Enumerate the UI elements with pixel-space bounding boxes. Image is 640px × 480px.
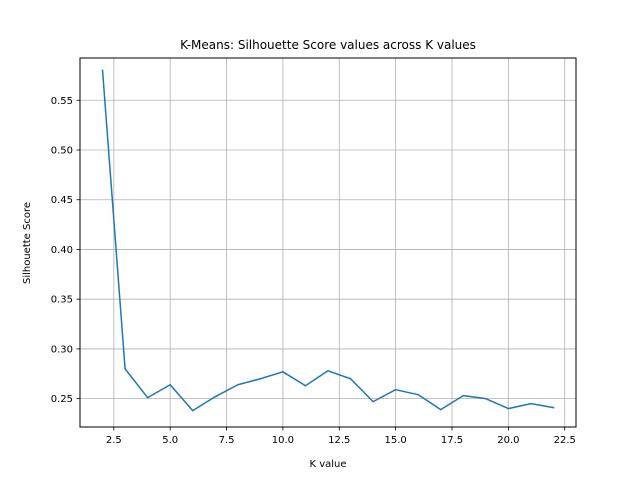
x-tick-label: 15.0 [385,435,407,446]
data-point [124,368,126,370]
y-tick-label: 0.45 [51,195,73,206]
x-tick-label: 7.5 [219,435,235,446]
data-point [462,394,465,397]
y-axis-ticks: 0.25 0.30 0.35 0.40 0.45 0.50 0.55 [51,96,80,405]
data-point [327,370,329,372]
data-point [552,406,555,409]
y-tick-label: 0.40 [51,245,73,256]
data-point [417,393,419,396]
data-point [259,378,262,380]
data-point [282,371,284,373]
x-tick-label: 12.5 [328,435,350,446]
grid-lines [80,58,576,427]
x-tick-label: 10.0 [272,435,294,446]
y-tick-label: 0.35 [51,295,73,306]
series-layer [101,69,555,412]
data-point [304,384,307,387]
y-tick-label: 0.55 [51,96,73,107]
data-point [237,383,239,386]
x-tick-label: 5.0 [162,435,178,446]
plot-frame [79,57,577,428]
y-tick-label: 0.30 [51,344,73,355]
y-tick-label: 0.25 [51,394,73,405]
data-point [169,383,171,386]
x-tick-label: 2.5 [106,435,122,446]
data-point [394,388,397,391]
data-point [372,400,374,403]
data-point [485,397,487,400]
x-tick-label: 17.5 [441,435,463,446]
y-axis-title: Silhouette Score [22,202,33,284]
data-point [146,396,149,399]
data-point [191,409,194,412]
x-axis-title: K value [309,459,346,470]
chart-title: K-Means: Silhouette Score values across … [180,38,476,52]
x-tick-label: 22.5 [554,435,576,446]
x-tick-label: 20.0 [497,435,519,446]
data-point [530,402,532,405]
y-tick-label: 0.50 [51,146,73,157]
data-point [101,69,104,72]
data-point [507,407,510,410]
data-point [214,395,217,398]
data-point [349,378,352,380]
x-axis-ticks: 2.5 5.0 7.5 10.0 12.5 15.0 17.5 20.0 22.5 [106,427,576,446]
data-point [439,408,442,411]
